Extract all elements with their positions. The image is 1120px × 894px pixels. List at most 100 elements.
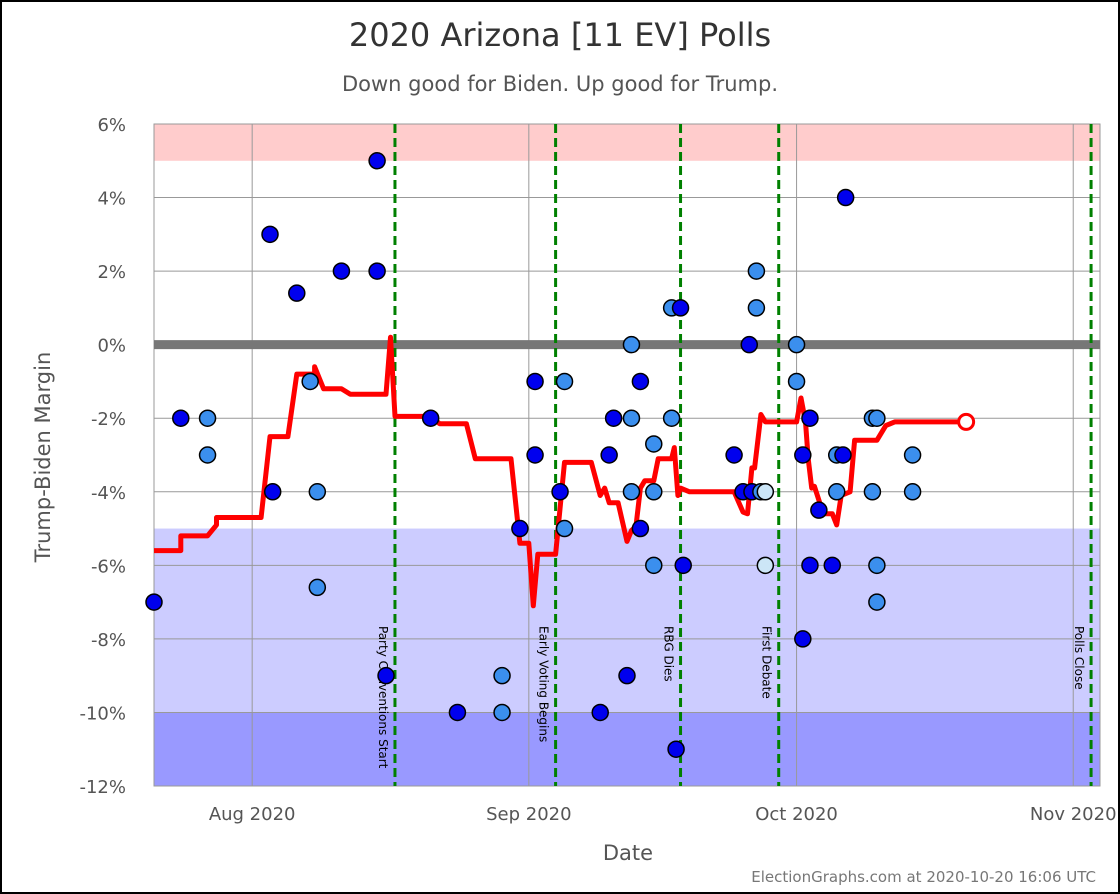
poll-point <box>725 446 743 464</box>
poll-point <box>145 593 163 611</box>
poll-point <box>526 446 544 464</box>
poll-point <box>645 556 663 575</box>
poll-point <box>794 446 812 464</box>
y-tick-label: -8% <box>91 630 126 651</box>
y-tick-label: -12% <box>79 777 126 798</box>
y-tick-label: -2% <box>91 409 126 430</box>
y-tick-label: -10% <box>79 703 126 724</box>
event-label: Early Voting Begins <box>537 626 551 742</box>
poll-point <box>787 372 806 391</box>
poll-point <box>756 556 775 575</box>
poll-point <box>448 703 467 722</box>
y-tick-label: -4% <box>91 483 126 504</box>
x-axis-label: Date <box>603 841 653 865</box>
poll-point <box>421 409 440 427</box>
poll-point <box>600 446 618 464</box>
poll-point <box>511 519 529 538</box>
poll-point <box>756 483 775 501</box>
poll-point <box>308 483 327 501</box>
poll-point <box>868 556 886 575</box>
poll-point <box>172 409 190 427</box>
event-label: Party Conventions Start <box>376 626 390 769</box>
credit-text: ElectionGraphs.com at 2020-10-20 16:06 U… <box>751 868 1096 886</box>
margin-band <box>154 124 1100 161</box>
poll-point <box>493 666 511 685</box>
poll-point <box>740 335 759 354</box>
poll-point <box>261 225 279 244</box>
poll-point <box>747 299 766 317</box>
poll-point <box>868 409 886 427</box>
poll-point <box>288 284 306 302</box>
y-tick-label: 4% <box>97 189 126 210</box>
poll-points <box>145 152 922 758</box>
poll-point <box>493 703 511 722</box>
average-trend-line <box>154 334 967 609</box>
y-tick-label: 2% <box>97 262 126 283</box>
poll-point <box>622 335 641 354</box>
event-label: Polls Close <box>1072 626 1086 690</box>
poll-point <box>332 262 351 280</box>
poll-point <box>645 483 663 501</box>
poll-point <box>801 556 819 575</box>
poll-point <box>198 446 217 464</box>
poll-point <box>631 519 650 538</box>
x-tick-label: Oct 2020 <box>755 804 838 825</box>
current-average-marker <box>957 412 976 431</box>
poll-point <box>198 409 217 427</box>
x-tick-label: Aug 2020 <box>209 804 296 825</box>
poll-point <box>836 188 855 207</box>
poll-point <box>604 409 623 427</box>
x-tick-label: Nov 2020 <box>1030 804 1117 825</box>
poll-point <box>671 299 690 317</box>
margin-bands <box>154 124 1100 786</box>
poll-point <box>555 372 574 391</box>
y-tick-label: 6% <box>97 115 126 136</box>
poll-point <box>368 262 386 280</box>
poll-point <box>810 501 828 519</box>
poll-point <box>662 409 681 427</box>
poll-point <box>526 372 544 391</box>
poll-point <box>645 435 663 453</box>
poll-point <box>555 519 574 538</box>
chart-subtitle: Down good for Biden. Up good for Trump. <box>341 72 779 96</box>
poll-point <box>551 483 569 501</box>
poll-point <box>591 703 609 722</box>
y-tick-label: -6% <box>91 556 126 577</box>
poll-point <box>747 262 766 280</box>
poll-point <box>622 483 641 501</box>
poll-point <box>631 372 650 391</box>
poll-point <box>827 483 846 501</box>
event-label: RBG Dies <box>662 626 676 682</box>
poll-point <box>834 446 852 464</box>
poll-point <box>377 666 395 685</box>
margin-band <box>154 712 1100 786</box>
poll-point <box>308 578 327 597</box>
poll-point <box>368 152 386 170</box>
margin-band <box>154 528 1100 713</box>
x-tick-label: Sep 2020 <box>486 804 571 825</box>
y-axis-label: Trump-Biden Margin <box>31 352 55 564</box>
chart-title: 2020 Arizona [11 EV] Polls <box>348 16 772 54</box>
tick-labels: 6% 4% 2% 0% -2% -4% -6% -8% -10% -12% Aug 2020 Sep … <box>79 115 1116 825</box>
plot-border <box>153 123 1101 787</box>
poll-point <box>787 335 806 354</box>
poll-point <box>674 556 692 575</box>
event-label: First Debate <box>760 626 774 699</box>
y-tick-label: 0% <box>97 336 126 357</box>
poll-point <box>622 409 641 427</box>
poll-point <box>263 483 282 501</box>
poll-point <box>794 630 812 648</box>
average-line <box>154 334 976 609</box>
poll-point <box>863 483 882 501</box>
poll-point <box>801 409 819 427</box>
poll-point <box>823 556 842 575</box>
poll-point <box>903 483 922 501</box>
poll-point <box>667 740 685 758</box>
poll-point <box>301 372 319 391</box>
poll-point <box>618 666 636 685</box>
poll-point <box>868 593 886 611</box>
event-lines: Party Conventions Start Early Voting Begi… <box>376 124 1093 786</box>
poll-point <box>903 446 922 464</box>
